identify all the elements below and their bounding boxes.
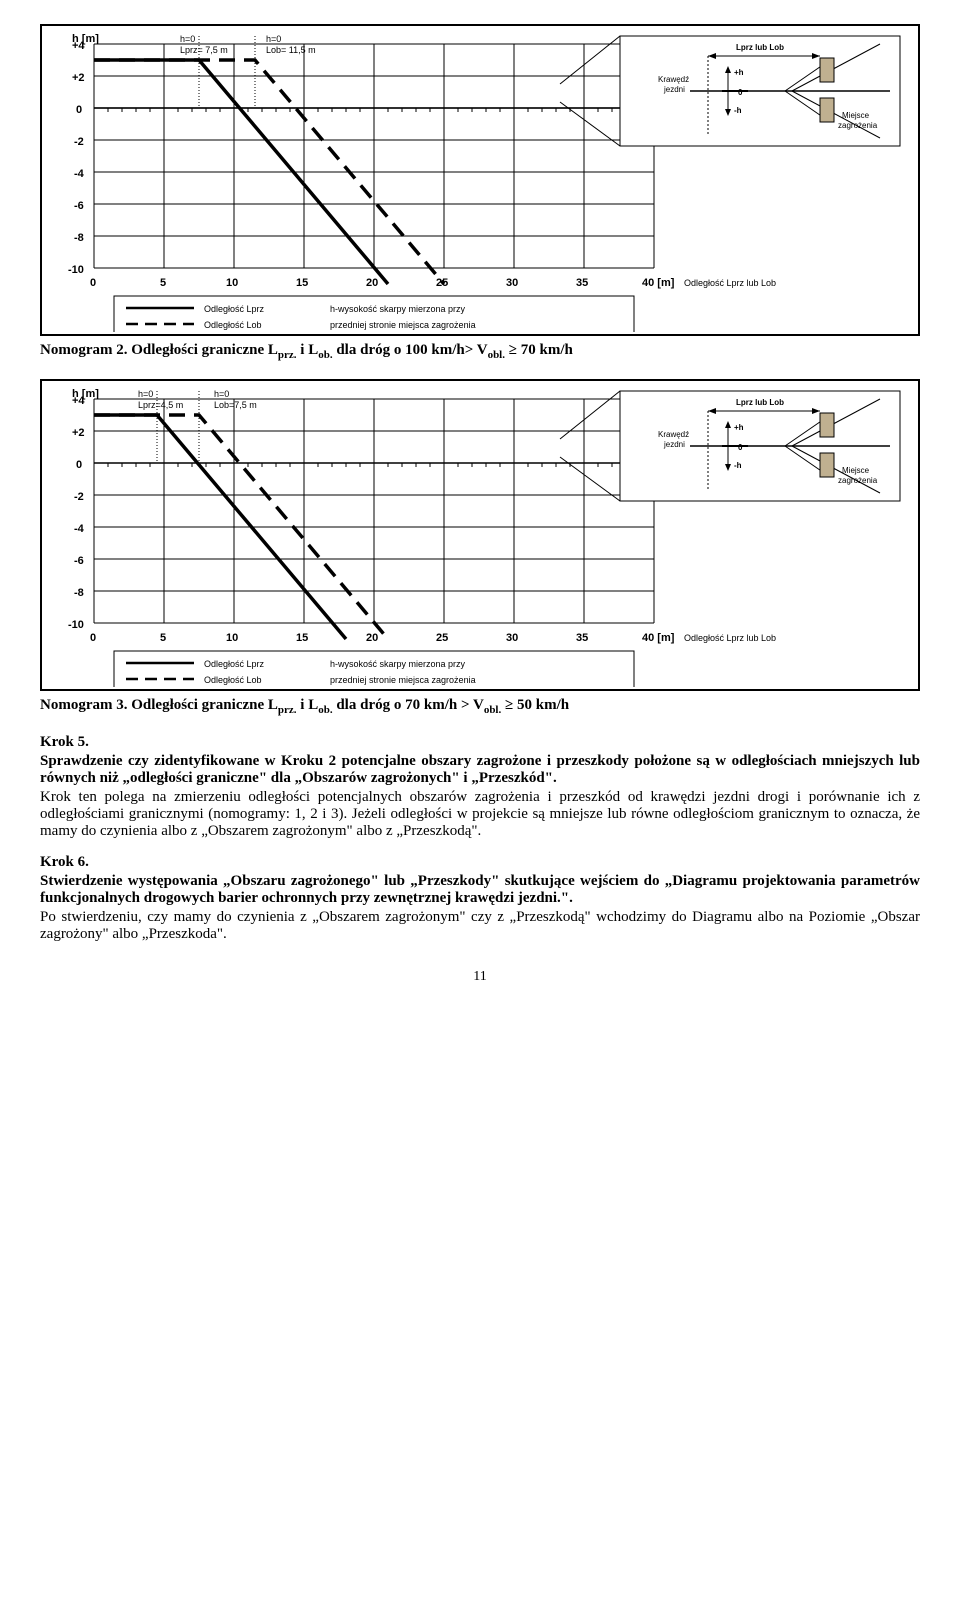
inset-plus-h: +h: [734, 423, 744, 432]
svg-text:10: 10: [226, 277, 238, 289]
svg-text:jezdni: jezdni: [663, 85, 685, 94]
svg-text:-6: -6: [74, 555, 84, 567]
inset-miejsce: Miejsce: [842, 111, 870, 120]
inset-zero: 0: [738, 443, 743, 452]
inset-diagram-2: Lprz lub Lob Krawędź jezdni +h 0 -h Miej…: [560, 391, 900, 501]
legend-note1: h-wysokość skarpy mierzona przy: [330, 659, 466, 669]
krok6-title: Krok 6.: [40, 854, 920, 871]
inset-minus-h: -h: [734, 106, 742, 115]
inset-krawedz: Krawędź: [658, 430, 689, 439]
svg-text:-8: -8: [74, 232, 84, 244]
krok5-body: Krok ten polega na zmierzeniu odległości…: [40, 789, 920, 840]
legend-note2: przedniej stronie miejsca zagrożenia: [330, 320, 476, 330]
y-axis-title: h [m]: [72, 388, 99, 400]
svg-text:0: 0: [76, 104, 82, 116]
fig2-header-v1: Lprz=4,5 m: [138, 400, 183, 410]
svg-text:15: 15: [296, 277, 308, 289]
legend-lob: Odległość Lob: [204, 320, 262, 330]
page-number: 11: [40, 969, 920, 985]
krok5-lead: Sprawdzenie czy zidentyfikowane w Kroku …: [40, 753, 920, 787]
inset-diagram-1: Lprz lub Lob Krawędź jezdni +h 0 -h Miej…: [560, 36, 900, 146]
svg-text:30: 30: [506, 277, 518, 289]
svg-text:35: 35: [576, 277, 588, 289]
x-max-label: 40 [m]: [642, 277, 675, 289]
fig2-header-h2: h=0: [214, 389, 229, 399]
caption-nomogram-2: Nomogram 2. Odległości graniczne Lprz. i…: [40, 342, 920, 361]
svg-text:10: 10: [226, 632, 238, 644]
svg-text:0: 0: [90, 632, 96, 644]
svg-text:25: 25: [436, 632, 448, 644]
x-max-label: 40 [m]: [642, 632, 675, 644]
svg-text:-2: -2: [74, 136, 84, 148]
svg-text:+2: +2: [72, 72, 85, 84]
fig1-header-h1: h=0: [180, 34, 195, 44]
fig1-header-v2: Lob= 11,5 m: [266, 45, 316, 55]
svg-text:-10: -10: [68, 264, 84, 276]
fig2-header-h1: h=0: [138, 389, 153, 399]
krok6-lead: Stwierdzenie występowania „Obszaru zagro…: [40, 873, 920, 907]
svg-text:5: 5: [160, 277, 166, 289]
inset-title: Lprz lub Lob: [736, 398, 784, 407]
svg-text:zagrożenia: zagrożenia: [838, 476, 878, 485]
krok6-body: Po stwierdzeniu, czy mamy do czynienia z…: [40, 909, 920, 943]
svg-text:25: 25: [436, 277, 448, 289]
svg-text:15: 15: [296, 632, 308, 644]
fig1-x-caption: Odległość Lprz lub Lob: [684, 278, 776, 288]
svg-text:20: 20: [366, 632, 378, 644]
svg-text:-8: -8: [74, 587, 84, 599]
svg-text:35: 35: [576, 632, 588, 644]
fig2-x-caption: Odległość Lprz lub Lob: [684, 633, 776, 643]
svg-text:-6: -6: [74, 200, 84, 212]
krok5-title: Krok 5.: [40, 734, 920, 751]
svg-text:-4: -4: [74, 523, 85, 535]
legend-note2: przedniej stronie miejsca zagrożenia: [330, 675, 476, 685]
legend-lprz: Odległość Lprz: [204, 659, 265, 669]
svg-text:5: 5: [160, 632, 166, 644]
svg-text:0: 0: [90, 277, 96, 289]
svg-text:jezdni: jezdni: [663, 440, 685, 449]
inset-zero: 0: [738, 88, 743, 97]
svg-text:0: 0: [76, 459, 82, 471]
nomogram-3-svg: +4 +2 0 -2 -4 -6 -8 -10 0 5 10 15 20 25 …: [50, 387, 910, 687]
legend-lprz: Odległość Lprz: [204, 304, 265, 314]
legend-lob: Odległość Lob: [204, 675, 262, 685]
nomogram-2-svg: +4 +2 0 -2 -4 -6 -8 -10 0 5 10 15 20 25 …: [50, 32, 910, 332]
svg-text:zagrożenia: zagrożenia: [838, 121, 878, 130]
figure-1: +4 +2 0 -2 -4 -6 -8 -10 0 5 10 15 20 25 …: [40, 24, 920, 336]
figure-2: +4 +2 0 -2 -4 -6 -8 -10 0 5 10 15 20 25 …: [40, 379, 920, 691]
svg-text:20: 20: [366, 277, 378, 289]
legend-note1: h-wysokość skarpy mierzona przy: [330, 304, 466, 314]
fig1-header-v1: Lprz= 7,5 m: [180, 45, 228, 55]
svg-text:+2: +2: [72, 427, 85, 439]
inset-krawedz: Krawędź: [658, 75, 689, 84]
svg-text:-10: -10: [68, 619, 84, 631]
fig1-header-h2: h=0: [266, 34, 281, 44]
caption-nomogram-3: Nomogram 3. Odległości graniczne Lprz. i…: [40, 697, 920, 716]
inset-title: Lprz lub Lob: [736, 43, 784, 52]
fig2-header-v2: Lob=7,5 m: [214, 400, 257, 410]
inset-plus-h: +h: [734, 68, 744, 77]
svg-text:30: 30: [506, 632, 518, 644]
inset-miejsce: Miejsce: [842, 466, 870, 475]
inset-minus-h: -h: [734, 461, 742, 470]
svg-text:-4: -4: [74, 168, 85, 180]
svg-text:-2: -2: [74, 491, 84, 503]
y-axis-title: h [m]: [72, 33, 99, 45]
